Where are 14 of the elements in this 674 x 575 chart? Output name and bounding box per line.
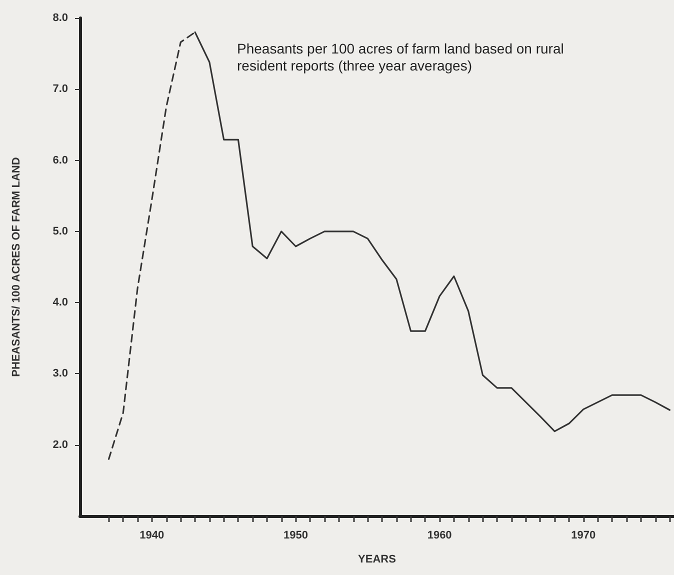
x-tick-label: 1970: [571, 530, 596, 542]
x-tick-label: 1940: [140, 530, 164, 542]
x-tick-label: 1950: [283, 530, 308, 542]
annotation: Pheasants per 100 acres of farm land based on rural resident reports (three year averages): [237, 40, 568, 74]
y-tick-label: 4.0: [52, 296, 68, 309]
y-tick-label: 8.0: [52, 12, 68, 24]
x-axis-title: YEARS: [358, 554, 396, 566]
y-tick-label: 2.0: [52, 438, 68, 451]
y-tick-label: 6.0: [52, 154, 68, 166]
x-tick-label: 1960: [427, 530, 452, 542]
y-axis-title: PHEASANTS/ 100 ACRES OF FARM LAND: [10, 157, 22, 377]
y-tick-label: 3.0: [52, 368, 68, 380]
y-tick-label: 5.0: [52, 225, 68, 238]
y-tick-label: 7.0: [52, 83, 68, 96]
